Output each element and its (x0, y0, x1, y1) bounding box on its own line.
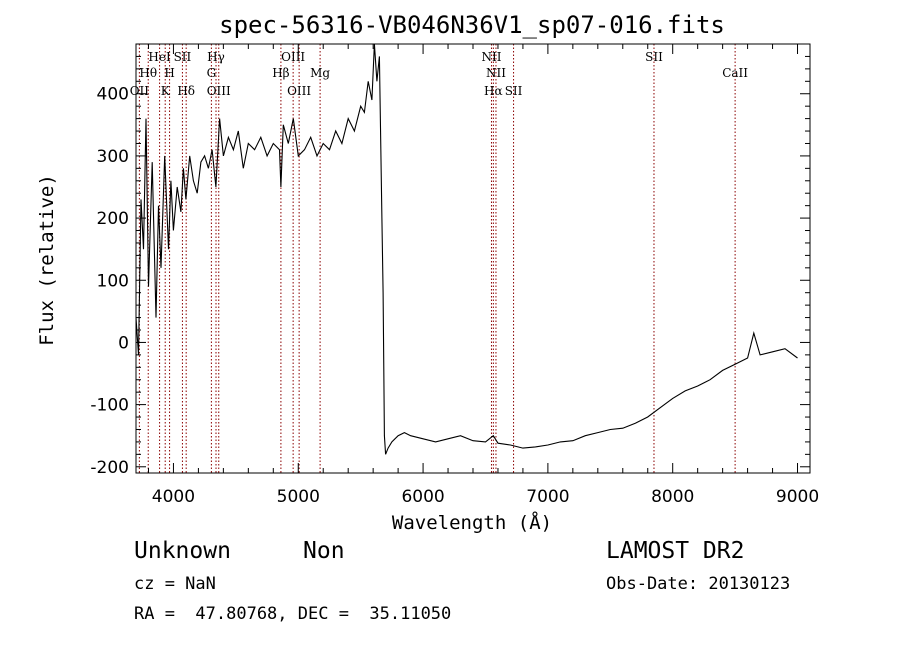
marker-label: OIII (281, 50, 305, 64)
x-tick-label: 9000 (776, 487, 819, 507)
marker-label: NII (481, 50, 501, 64)
x-axis-ticks: 4000 5000 6000 7000 8000 9000 (147, 44, 819, 507)
plot-frame (135, 43, 811, 474)
marker-label: OIII (207, 84, 231, 98)
y-tick-label: -200 (90, 458, 129, 478)
x-axis-label: Wavelength (Å) (392, 511, 552, 534)
marker-label: Hα (484, 84, 503, 98)
marker-label: Mg (310, 66, 330, 80)
chart-title: spec-56316-VB046N36V1_sp07-016.fits (219, 11, 725, 39)
y-axis-label: Flux (relative) (36, 174, 58, 346)
marker-label: K (161, 84, 171, 98)
marker-label: G (207, 66, 217, 80)
spectrum-line (135, 43, 798, 455)
marker-label: OIII (287, 84, 311, 98)
marker-label: Hβ (272, 66, 289, 80)
x-tick-label: 7000 (526, 487, 569, 507)
marker-label: SII (174, 50, 192, 64)
marker-label: Hθ (139, 66, 157, 80)
marker-label: Hγ (207, 50, 225, 64)
spectral-line-labels: OIIHθHeIKHSIIHδGHγOIIIHβOIIIOIIIMgNIIHαN… (130, 50, 749, 98)
class-label: Unknown (134, 538, 231, 564)
x-tick-label: 6000 (401, 487, 444, 507)
y-tick-label: -100 (90, 396, 129, 416)
y-tick-label: 0 (118, 333, 129, 353)
redshift-text: cz = NaN (134, 574, 216, 594)
marker-label: Hδ (177, 84, 195, 98)
survey-label: LAMOST DR2 (606, 538, 745, 564)
subclass-label: Non (303, 538, 345, 564)
marker-label: SII (505, 84, 523, 98)
obs-date-text: Obs-Date: 20130123 (606, 574, 791, 594)
x-tick-label: 4000 (152, 487, 195, 507)
y-tick-label: 400 (97, 85, 129, 105)
y-axis-ticks: -200 -100 0 100 200 300 400 (90, 55, 810, 478)
y-tick-label: 200 (97, 209, 129, 229)
marker-label: NII (486, 66, 506, 80)
x-tick-label: 5000 (277, 487, 320, 507)
marker-label: OII (130, 84, 150, 98)
marker-label: CaII (722, 66, 748, 80)
y-tick-label: 300 (97, 147, 129, 167)
marker-label: HeI (148, 50, 171, 64)
x-tick-label: 8000 (651, 487, 694, 507)
marker-label: SII (645, 50, 663, 64)
coordinates-text: RA = 47.80768, DEC = 35.11050 (134, 604, 452, 624)
y-tick-label: 100 (97, 271, 129, 291)
spectral-line-markers (138, 44, 736, 473)
marker-label: H (164, 66, 174, 80)
